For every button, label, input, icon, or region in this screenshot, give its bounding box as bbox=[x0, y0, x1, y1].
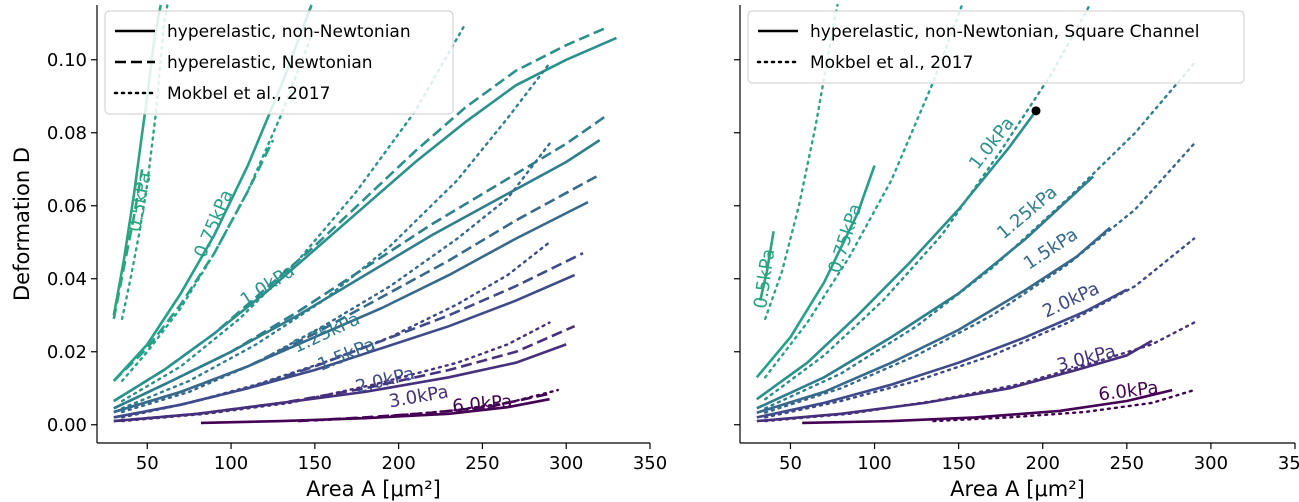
x-tick-label: 350 bbox=[633, 453, 667, 474]
panel-left: 0.5kPa 0.75kPa1.0kPa1.25kPa1.5kPa2.0kPa3.… bbox=[10, 3, 667, 501]
marker-point bbox=[1031, 106, 1041, 116]
x-tick-label: 100 bbox=[857, 453, 891, 474]
series-1.5kPa-dotted bbox=[120, 142, 551, 414]
series-1.0kPa-solid bbox=[113, 36, 618, 403]
series-0.75kPa-dotted bbox=[764, 3, 964, 379]
series-0.5kPa-dotted bbox=[120, 3, 169, 321]
x-tick-label: 300 bbox=[549, 453, 583, 474]
panel-right: 0.5kPa0.75kPa1.0kPa1.25kPa1.5kPa2.0kPa3.… bbox=[734, 3, 1299, 501]
legend-label: Mokbel et al., 2017 bbox=[167, 84, 330, 104]
x-tick-label: 200 bbox=[1026, 453, 1060, 474]
curve-label-0.5kPa: 0.5kPa bbox=[750, 247, 779, 309]
x-tick-label: 250 bbox=[465, 453, 499, 474]
curve-label-1.0kPa: 1.0kPa bbox=[237, 260, 299, 310]
curve-label-6.0kPa: 6.0kPa bbox=[452, 391, 514, 417]
series-6.0kPa-solid bbox=[802, 388, 1173, 425]
legend-label: hyperelastic, non-Newtonian bbox=[167, 22, 411, 42]
legend-label: Mokbel et al., 2017 bbox=[810, 53, 973, 73]
curve-label-2.0kPa: 2.0kPa bbox=[1039, 278, 1102, 322]
x-tick-label: 50 bbox=[779, 453, 802, 474]
series-6.0kPa-solid bbox=[200, 397, 550, 425]
x-tick-label: 100 bbox=[214, 453, 248, 474]
x-tick-label: 150 bbox=[941, 453, 975, 474]
y-tick-label: 0.00 bbox=[47, 415, 87, 436]
series-2.0kPa-solid bbox=[113, 273, 576, 419]
series-1.0kPa-dotted bbox=[120, 22, 467, 403]
legend: hyperelastic, non-Newtonian, Square Chan… bbox=[747, 10, 1245, 84]
y-tick-label: 0.02 bbox=[47, 342, 87, 363]
legend: hyperelastic, non-Newtonian hyperelastic,… bbox=[104, 10, 454, 115]
series-1.5kPa-solid bbox=[113, 200, 589, 414]
x-tick-label: 50 bbox=[136, 453, 159, 474]
series-1.25kPa-dotted bbox=[764, 62, 1196, 410]
legend-frame bbox=[104, 10, 454, 115]
y-axis-title: Deformation D bbox=[10, 147, 34, 301]
curve-label-0.5kPa: 0.5kPa bbox=[125, 171, 156, 234]
x-tick-label: 300 bbox=[1194, 453, 1228, 474]
series-2.0kPa-solid bbox=[756, 288, 1128, 419]
legend-label: hyperelastic, Newtonian bbox=[167, 53, 373, 73]
x-tick-label: 250 bbox=[1110, 453, 1144, 474]
x-tick-label: 150 bbox=[298, 453, 332, 474]
series-2.0kPa-dashed bbox=[113, 252, 584, 419]
x-axis-title: Area A [μm²] bbox=[950, 477, 1085, 501]
y-tick-label: 0.10 bbox=[47, 50, 87, 71]
legend-frame bbox=[747, 10, 1245, 84]
x-axis-title: Area A [μm²] bbox=[306, 477, 441, 501]
x-tick-label: 350 bbox=[1278, 453, 1299, 474]
series-2.0kPa-dotted bbox=[764, 237, 1196, 419]
series-3.0kPa-solid bbox=[113, 343, 567, 423]
curve-label-3.0kPa: 3.0kPa bbox=[1055, 341, 1119, 377]
series-3.0kPa-solid bbox=[756, 339, 1153, 423]
series-1.25kPa-solid bbox=[113, 139, 601, 410]
y-tick-label: 0.06 bbox=[47, 196, 87, 217]
series-0.75kPa-solid bbox=[755, 165, 876, 379]
series-1.0kPa-solid bbox=[756, 110, 1038, 401]
series-1.5kPa-dotted bbox=[764, 142, 1196, 414]
series-1.25kPa-dotted bbox=[120, 62, 551, 410]
series-2.0kPa-dotted bbox=[120, 241, 551, 419]
curve-label-1.5kPa: 1.5kPa bbox=[1020, 224, 1082, 274]
y-tick-label: 0.04 bbox=[47, 269, 87, 290]
curve-label-6.0kPa: 6.0kPa bbox=[1097, 377, 1159, 405]
y-tick-label: 0.08 bbox=[47, 123, 87, 144]
series-1.25kPa-dashed bbox=[113, 113, 609, 410]
series-0.5kPa-solid bbox=[758, 231, 775, 301]
legend-label: hyperelastic, non-Newtonian, Square Chan… bbox=[810, 22, 1199, 42]
x-tick-label: 200 bbox=[381, 453, 415, 474]
series-1.25kPa-solid bbox=[756, 175, 1095, 410]
series-1.5kPa-solid bbox=[756, 226, 1111, 414]
series-6.0kPa-dotted bbox=[932, 388, 1196, 423]
